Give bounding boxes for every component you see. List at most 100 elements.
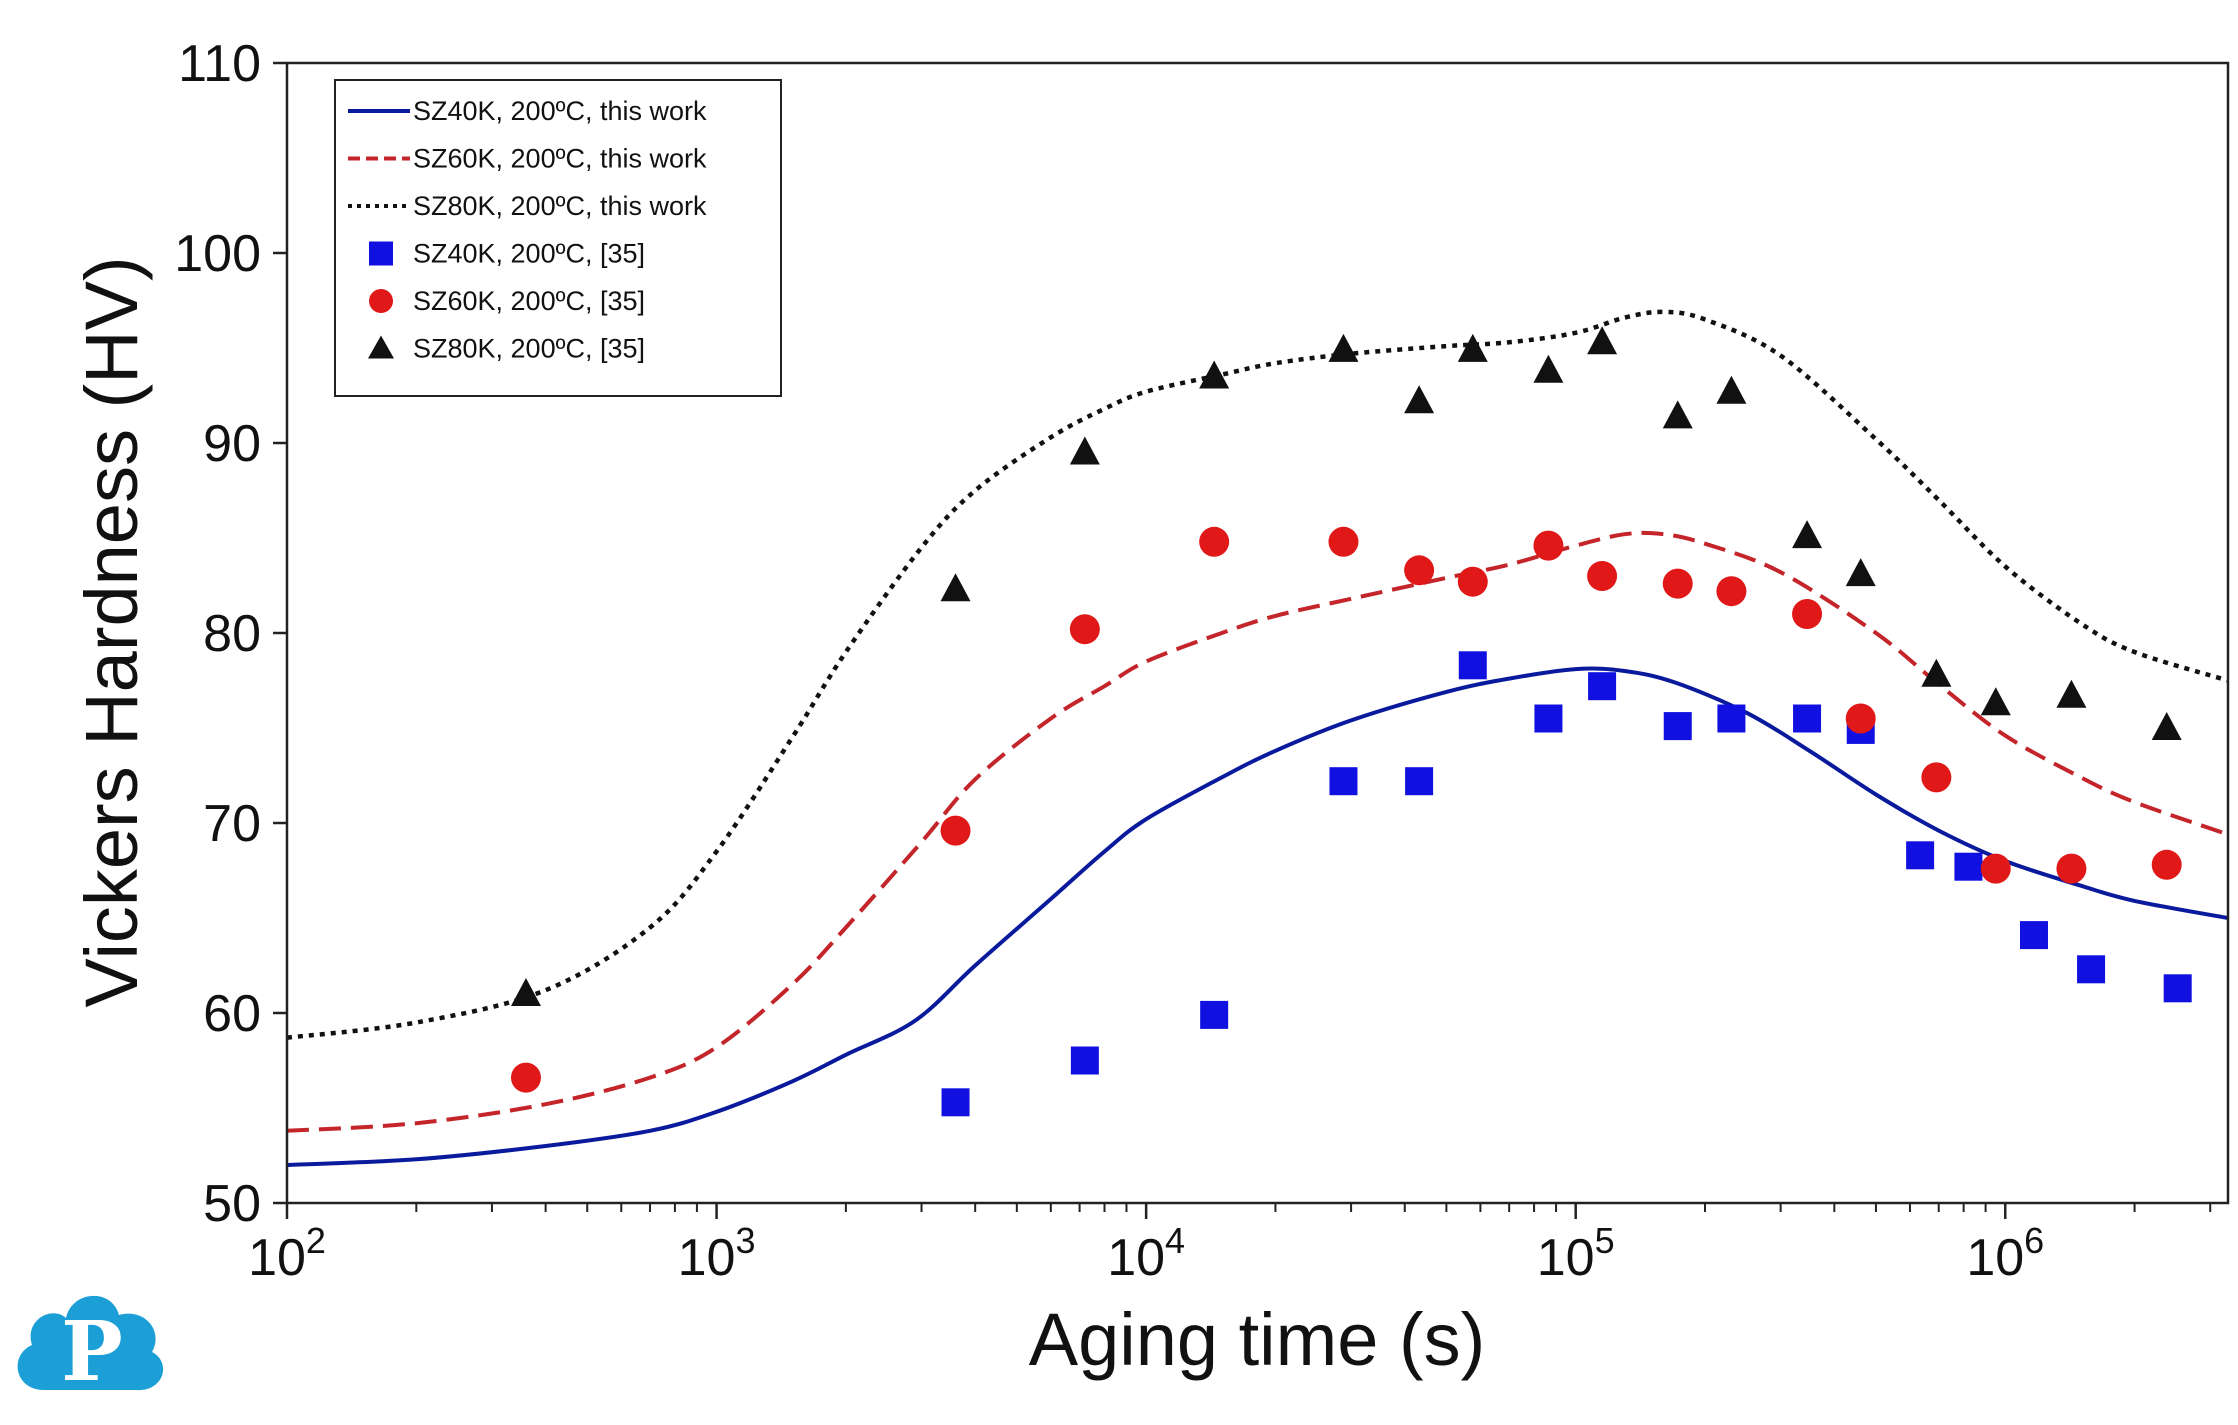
- legend-item: SZ40K, 200ºC, this work: [348, 96, 707, 126]
- data-point-circle: [940, 815, 971, 846]
- legend-box: [334, 79, 782, 397]
- data-point-circle: [510, 1062, 541, 1093]
- data-point-square: [1534, 704, 1563, 733]
- x-tick-exponent: 4: [1165, 1220, 1185, 1261]
- y-tick-label: 90: [203, 415, 261, 473]
- y-tick-label: 50: [203, 1175, 261, 1233]
- legend-item: SZ80K, 200ºC, [35]: [368, 334, 645, 364]
- series-points-5: [510, 326, 2182, 1006]
- data-point-square: [1954, 852, 1983, 881]
- legend-label: SZ60K, 200ºC, [35]: [413, 286, 645, 316]
- data-point-triangle: [1587, 326, 1618, 355]
- data-point-triangle: [1716, 375, 1747, 404]
- curve-line: [287, 666, 2228, 1167]
- data-point-triangle: [1980, 687, 2011, 716]
- data-point-square: [2077, 955, 2106, 984]
- data-point-triangle: [510, 978, 541, 1006]
- series-line-2: [287, 309, 2228, 1040]
- data-point-circle: [1328, 526, 1359, 557]
- data-point-triangle: [1404, 385, 1435, 414]
- data-point-circle: [1069, 614, 1100, 645]
- data-point-circle: [1587, 561, 1618, 591]
- logo-letter: P: [61, 1304, 123, 1400]
- legend-swatch-triangle: [368, 335, 394, 359]
- x-tick-base: 10: [1107, 1229, 1165, 1287]
- data-point-triangle: [1457, 333, 1488, 362]
- x-tick-label: 105: [1537, 1220, 1615, 1287]
- series-line-1: [287, 530, 2228, 1133]
- data-point-circle: [1980, 853, 2011, 884]
- y-tick-label: 70: [203, 795, 261, 853]
- y-tick-label: 100: [174, 225, 261, 283]
- x-tick-exponent: 5: [1595, 1220, 1615, 1261]
- legend-label: SZ60K, 200ºC, this work: [413, 144, 707, 174]
- data-point-triangle: [1662, 400, 1693, 429]
- x-tick-base: 10: [1966, 1229, 2024, 1287]
- legend-label: SZ80K, 200ºC, [35]: [413, 334, 645, 364]
- data-point-circle: [1457, 566, 1488, 597]
- data-point-square: [1070, 1046, 1099, 1075]
- y-tick-label: 110: [178, 35, 261, 93]
- data-point-triangle: [1845, 558, 1876, 587]
- y-tick-label: 60: [203, 985, 261, 1043]
- data-point-triangle: [2056, 679, 2087, 708]
- data-point-triangle: [940, 573, 971, 602]
- data-point-circle: [1921, 762, 1952, 793]
- tick-marks: [273, 61, 2212, 1219]
- legend-label: SZ40K, 200ºC, this work: [413, 96, 707, 126]
- x-tick-base: 10: [1537, 1229, 1595, 1287]
- x-tick-base: 10: [248, 1229, 306, 1287]
- legend-swatch-square: [369, 241, 393, 266]
- legend-item: SZ60K, 200ºC, this work: [348, 144, 707, 174]
- data-point-triangle: [1921, 658, 1952, 687]
- y-tick-labels: 50 60 70 80 90 100 110: [174, 35, 261, 1233]
- data-point-square: [1906, 841, 1935, 870]
- legend-item: SZ40K, 200ºC, [35]: [369, 239, 645, 269]
- curve-line: [287, 309, 2228, 1040]
- data-point-triangle: [2151, 712, 2182, 740]
- x-tick-label: 106: [1966, 1220, 2044, 1287]
- series-line-0: [287, 666, 2228, 1167]
- plot-frame: [285, 61, 2230, 1205]
- data-point-square: [1588, 672, 1617, 701]
- x-tick-label: 104: [1107, 1220, 1185, 1287]
- data-point-square: [1405, 767, 1434, 796]
- series-layer: [287, 309, 2228, 1167]
- data-point-triangle: [1199, 360, 1230, 389]
- legend-item: SZ80K, 200ºC, this work: [348, 191, 707, 221]
- x-tick-exponent: 2: [306, 1220, 326, 1261]
- data-point-square: [941, 1088, 970, 1117]
- series-points-4: [510, 526, 2182, 1093]
- curve-line: [287, 530, 2228, 1133]
- data-point-square: [1663, 712, 1692, 741]
- x-tick-labels: 102 103 104 105 106: [248, 1220, 2044, 1287]
- legend-swatch-circle: [369, 289, 393, 313]
- x-tick-label: 102: [248, 1220, 326, 1287]
- data-point-triangle: [1328, 333, 1359, 362]
- data-point-triangle: [1533, 354, 1564, 383]
- data-point-square: [1458, 651, 1487, 680]
- data-point-circle: [2056, 853, 2087, 884]
- y-tick-label: 80: [203, 605, 261, 663]
- data-point-square: [2163, 974, 2192, 1003]
- x-tick-exponent: 6: [2024, 1220, 2044, 1261]
- legend-label: SZ40K, 200ºC, [35]: [413, 239, 645, 269]
- data-point-circle: [1716, 576, 1747, 607]
- data-point-circle: [1792, 599, 1823, 629]
- data-point-triangle: [1792, 520, 1823, 549]
- x-tick-exponent: 3: [735, 1220, 755, 1261]
- data-point-square: [1200, 1000, 1229, 1029]
- x-tick-base: 10: [678, 1229, 736, 1287]
- data-point-circle: [1404, 555, 1435, 586]
- data-point-circle: [1845, 703, 1876, 734]
- legend: SZ40K, 200ºC, this work SZ60K, 200ºC, thi…: [334, 79, 782, 397]
- y-axis-label: Vickers Hardness (HV): [70, 256, 153, 1007]
- data-point-circle: [1533, 530, 1564, 561]
- legend-item: SZ60K, 200ºC, [35]: [369, 286, 645, 316]
- data-point-square: [2019, 921, 2048, 950]
- data-point-triangle: [1069, 436, 1100, 465]
- data-point-circle: [2151, 849, 2182, 880]
- data-point-square: [1329, 767, 1358, 796]
- data-point-circle: [1662, 568, 1693, 599]
